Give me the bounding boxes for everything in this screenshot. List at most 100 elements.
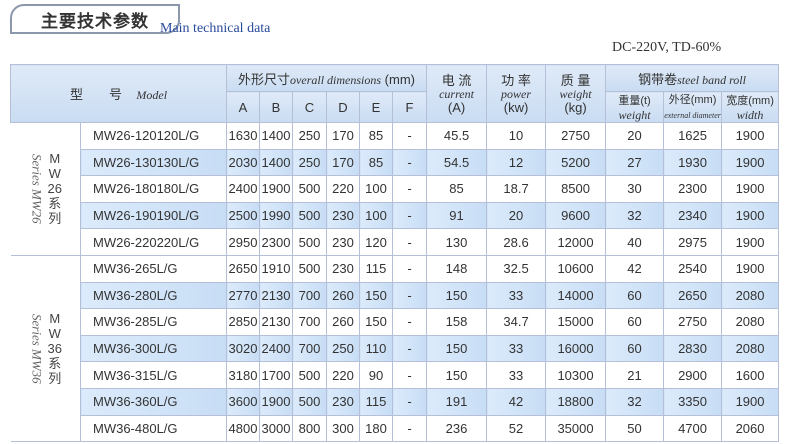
value-cell: 150 [359, 308, 393, 336]
value-cell: 500 [292, 201, 327, 230]
series-label-en: Series MW26 [29, 154, 45, 224]
value-cell: 250 [326, 334, 360, 363]
value-cell: 1910 [259, 254, 293, 283]
model-cell: MW26-190190L/G [80, 201, 227, 230]
value-cell: 12 [486, 148, 547, 177]
series-label-char: 36 [47, 341, 62, 357]
header-roll-width-cn: 宽度(mm) [726, 94, 774, 107]
value-cell: 3600 [226, 387, 260, 416]
header-current-unit: (A) [447, 99, 466, 115]
model-cell: MW36-360L/G [80, 387, 227, 416]
value-cell: 10300 [545, 361, 607, 389]
value-cell: 2080 [721, 281, 780, 310]
table-row: MW26-190190L/G 2500 1990 500 230 100-91 20 9600… [11, 201, 780, 230]
value-cell: 1900 [721, 228, 780, 256]
value-cell: 33 [486, 281, 547, 310]
model-cell: MW36-285L/G [80, 308, 227, 336]
value-cell: 1625 [663, 122, 723, 150]
value-cell: 191 [426, 387, 488, 416]
value-cell: 1400 [259, 122, 293, 150]
model-cell: MW26-220220L/G [80, 228, 227, 256]
value-cell: 91 [426, 201, 488, 230]
value-cell: 170 [326, 148, 360, 177]
value-cell: 2080 [721, 334, 780, 363]
value-cell: 2650 [226, 254, 260, 283]
value-cell: 42 [486, 387, 547, 416]
value-cell: 12000 [545, 228, 607, 256]
value-cell: 2650 [663, 281, 723, 310]
value-cell: 500 [292, 175, 327, 203]
header-dim-d: D [326, 91, 360, 123]
value-cell: 2130 [259, 308, 293, 336]
value-cell: 260 [326, 308, 360, 336]
value-cell: 230 [326, 228, 360, 256]
header-dim-a: A [226, 91, 260, 123]
value-cell: - [391, 334, 428, 363]
series-label-cn: M W 36 系列 [48, 311, 62, 386]
value-cell: 18800 [545, 387, 607, 416]
value-cell: - [391, 122, 428, 150]
value-cell: 1900 [721, 254, 780, 283]
value-cell: 35000 [545, 414, 607, 443]
value-cell: - [391, 175, 428, 203]
technical-data-table: 型 号 Model 外形尺寸overall dimensions (mm) 电 … [10, 64, 780, 443]
header-power-unit: (kw) [503, 99, 529, 115]
value-cell: 1900 [721, 148, 780, 177]
series-label-char: M [49, 151, 61, 167]
series-label-char: W [48, 326, 61, 342]
value-cell: - [391, 201, 428, 230]
series-label-char: 列 [48, 211, 62, 227]
value-cell: 60 [605, 334, 665, 363]
value-cell: 2340 [663, 201, 723, 230]
value-cell: - [391, 308, 428, 336]
table-body: Series MW26 M W 26 系列 MW26-120120L/G 1630 1400 2… [10, 122, 780, 443]
value-cell: 2540 [663, 254, 723, 283]
value-cell: 15000 [545, 308, 607, 336]
series-label-char: M [49, 311, 61, 327]
value-cell: 1900 [721, 201, 780, 230]
value-cell: 2750 [545, 122, 607, 150]
header-power-cn: 功 率 [501, 72, 531, 88]
value-cell: 3000 [259, 414, 293, 443]
header-model: 型 号 Model [10, 64, 227, 123]
model-cell: MW36-315L/G [80, 361, 227, 389]
header-current: 电 流 current (A) [426, 64, 488, 123]
header-weight: 质 量 weight (kg) [545, 64, 607, 123]
header-dim-f: F [391, 91, 428, 123]
series-label-char: 系 [48, 196, 62, 212]
value-cell: 4700 [663, 414, 723, 443]
value-cell: 2400 [226, 175, 260, 203]
value-cell: 500 [292, 387, 327, 416]
value-cell: 3180 [226, 361, 260, 389]
value-cell: 32 [605, 201, 665, 230]
table-row: MW26-130130L/G 2030 1400 250 170 85-54.5 12 520… [11, 148, 780, 177]
value-cell: 2750 [663, 308, 723, 336]
value-cell: 2130 [259, 281, 293, 310]
header-roll-width-en: width [736, 107, 764, 122]
value-cell: 150 [426, 361, 488, 389]
value-cell: 1990 [259, 201, 293, 230]
value-cell: 45.5 [426, 122, 488, 150]
value-cell: 4800 [226, 414, 260, 443]
value-cell: 20 [486, 201, 547, 230]
value-cell: 220 [326, 175, 360, 203]
table-row: Series MW26 M W 26 系列 MW26-120120L/G 1630 1400 2… [10, 122, 780, 256]
header-dim-c: C [292, 91, 327, 123]
series-label-char: 系 [48, 356, 62, 372]
value-cell: 2900 [663, 361, 723, 389]
header-dimensions: 外形尺寸overall dimensions (mm) [225, 64, 428, 92]
value-cell: 5200 [545, 148, 607, 177]
table-row: MW36-285L/G 2850 2130 700 260 150-158 34.7 1500… [11, 308, 780, 336]
value-cell: 3020 [226, 334, 260, 363]
value-cell: 260 [326, 281, 360, 310]
header-roll-ext-diameter: 外径(mm) external diameter [663, 91, 723, 123]
value-cell: 2850 [226, 308, 260, 336]
value-cell: 1900 [259, 175, 293, 203]
series-label-char: 列 [48, 371, 62, 387]
value-cell: 158 [426, 308, 488, 336]
table-row: MW36-480L/G 4800 3000 800 300 180-236 52 35000 5… [11, 414, 780, 443]
series-label: Series MW26 M W 26 系列 [10, 122, 81, 256]
header-dim-e: E [359, 91, 393, 123]
value-cell: 250 [292, 122, 327, 150]
value-cell: 2770 [226, 281, 260, 310]
